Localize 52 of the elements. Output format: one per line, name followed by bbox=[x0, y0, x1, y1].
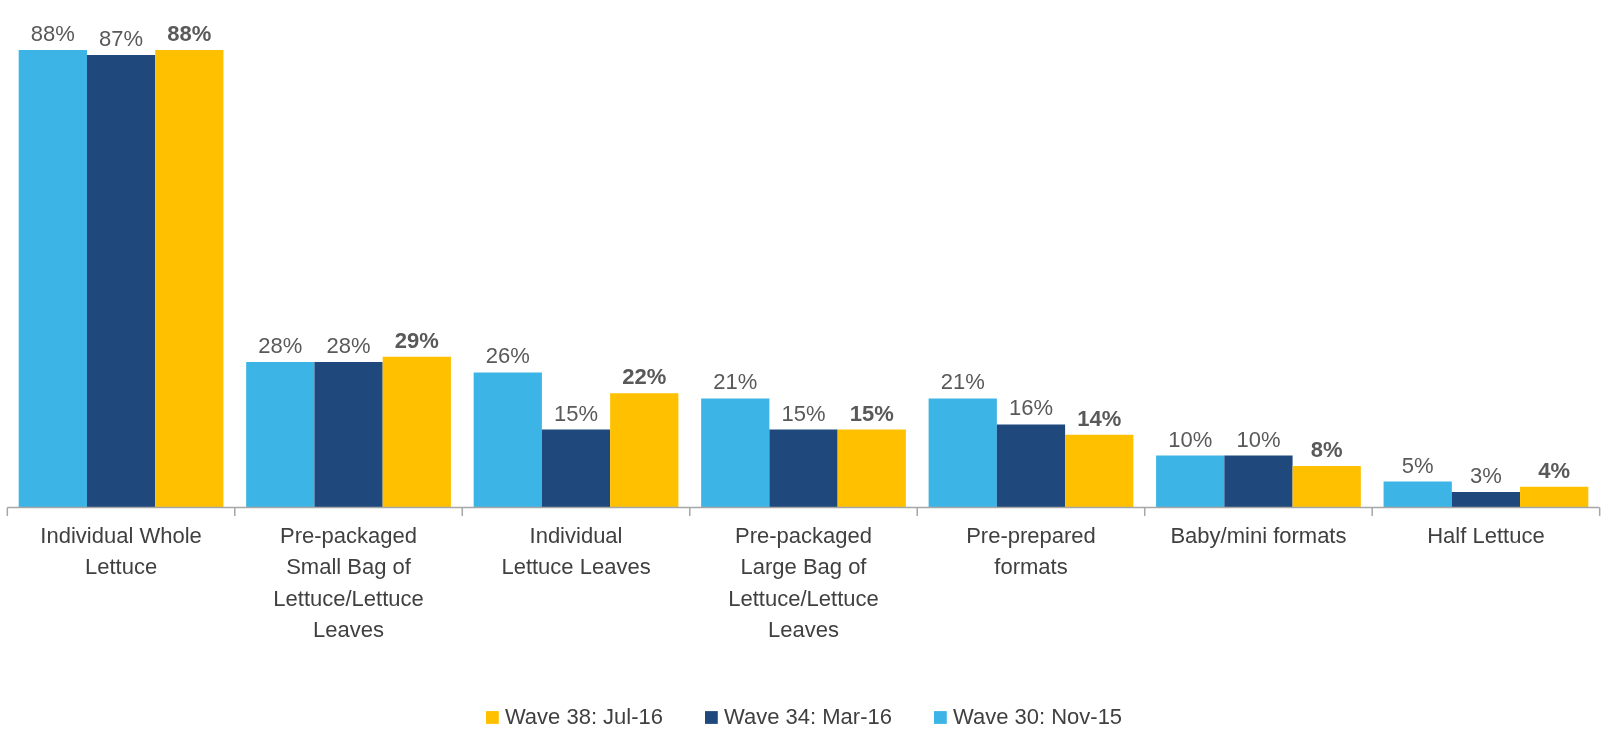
bar bbox=[1224, 455, 1293, 508]
data-label: 15% bbox=[554, 400, 599, 426]
bar bbox=[86, 55, 156, 508]
data-label: 3% bbox=[1470, 463, 1502, 488]
data-label: 10% bbox=[1236, 426, 1281, 452]
legend-label: Wave 38: Jul-16 bbox=[504, 704, 664, 730]
bar bbox=[996, 424, 1066, 508]
legend-label: Wave 34: Mar-16 bbox=[724, 704, 892, 730]
bar bbox=[701, 398, 770, 508]
data-label: 16% bbox=[1008, 395, 1054, 421]
bar bbox=[155, 49, 224, 508]
data-label: 28% bbox=[326, 332, 371, 358]
data-label: 4% bbox=[1538, 457, 1571, 483]
data-label: 15% bbox=[849, 400, 894, 426]
data-label: 15% bbox=[781, 400, 826, 426]
data-label: 5% bbox=[1401, 452, 1434, 478]
bar bbox=[837, 429, 906, 508]
data-label: 14% bbox=[1077, 405, 1122, 431]
data-label: 88% bbox=[30, 20, 75, 46]
bar bbox=[1451, 492, 1521, 508]
x-tick-label: Individual Whole Lettuce bbox=[40, 523, 202, 580]
x-tick-label: Baby/mini formats bbox=[1170, 523, 1347, 549]
data-label: 10% bbox=[1168, 426, 1213, 452]
x-tick-label: Half Lettuce bbox=[1427, 523, 1545, 549]
data-label: 87% bbox=[99, 26, 144, 52]
bar bbox=[541, 429, 611, 508]
x-tick-label: Pre-packaged Small Bag of Lettuce/Lettuce Leaves bbox=[273, 523, 424, 642]
data-label: 29% bbox=[394, 327, 439, 353]
data-label: 88% bbox=[167, 20, 212, 46]
data-label: 26% bbox=[485, 343, 530, 369]
bar bbox=[1383, 481, 1452, 508]
x-tick-label: Individual Lettuce Leaves bbox=[501, 523, 651, 580]
bar bbox=[1065, 434, 1134, 508]
bar bbox=[314, 361, 383, 508]
bar bbox=[382, 356, 451, 508]
x-tick-label: Pre-packaged Large Bag of Lettuce/Lettuce Leaves bbox=[728, 523, 879, 642]
bar bbox=[610, 393, 679, 508]
data-label: 8% bbox=[1310, 437, 1343, 462]
data-label: 22% bbox=[622, 364, 667, 390]
bar bbox=[1156, 455, 1225, 508]
data-label: 21% bbox=[940, 369, 985, 395]
bar bbox=[1292, 466, 1361, 508]
data-label: 28% bbox=[258, 332, 303, 358]
legend-label: Wave 30: Nov-15 bbox=[952, 704, 1123, 730]
bar bbox=[246, 361, 315, 508]
bar bbox=[18, 49, 87, 508]
bar bbox=[928, 398, 997, 508]
bar bbox=[769, 429, 838, 508]
bar bbox=[473, 372, 542, 508]
bar bbox=[1520, 486, 1589, 508]
x-tick-label: Pre-prepared formats bbox=[966, 523, 1096, 580]
data-label: 21% bbox=[713, 369, 758, 395]
